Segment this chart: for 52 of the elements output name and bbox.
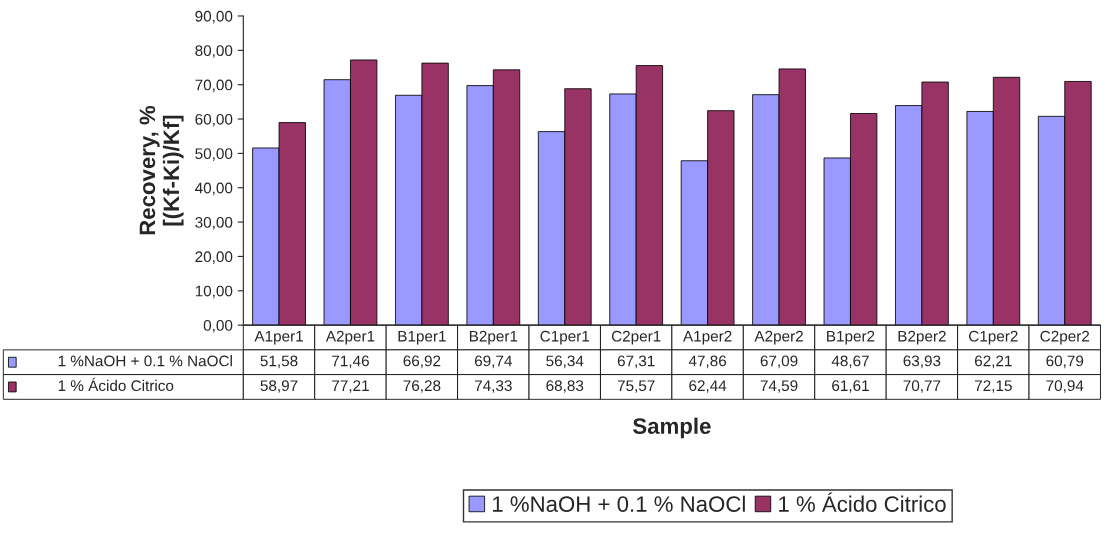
y-axis-title: Recovery, % [(Kf-Ki)/Kf] [139,105,184,235]
data-label: 72,15 [975,380,1012,393]
y-tick-label: 0,00 [203,320,233,333]
data-label: 62,44 [689,380,727,393]
data-label: 74,33 [474,380,512,393]
data-label: 62,21 [974,355,1012,369]
y-tick-label: 90,00 [195,10,233,24]
data-label: 60,79 [1046,355,1084,369]
data-label: 70,77 [903,380,941,393]
legend-label: 1 % Ácido Citrico [779,492,946,512]
data-label: 47,86 [688,355,727,369]
x-tick-label: A2per2 [754,330,803,345]
x-tick-label: B2per2 [898,330,946,345]
data-label: 70,94 [1046,380,1084,393]
data-label: 48,67 [831,355,869,369]
data-label: 51,58 [260,355,298,369]
text: 1 % Ácido Citrico [58,377,174,392]
data-label: 69,74 [474,355,512,369]
x-tick-label: B2per1 [469,330,518,345]
data-label: 67,09 [760,355,798,369]
x-axis-title: Sample [633,417,711,439]
y-tick-label: 40,00 [195,182,233,196]
data-label: 61,61 [832,380,869,393]
x-tick-label: B1per1 [398,330,446,345]
x-tick-label: A1per2 [683,330,732,345]
x-tick-label: B1per2 [827,330,875,345]
y-tick-label: 60,00 [195,113,233,127]
text: 1 %NaOH + 0.1 % NaOCl [58,355,232,367]
y-tick-label: 10,00 [195,285,233,299]
data-label: 76,28 [403,380,441,393]
data-label: 71,46 [332,355,369,369]
data-label: 67,31 [617,355,655,369]
data-label: 58,97 [260,380,298,393]
y-tick-label: 80,00 [195,45,233,58]
x-tick-label: C1per2 [969,330,1018,345]
data-label: 68,83 [546,380,584,393]
data-label: 66,92 [403,355,441,369]
y-tick-label: 50,00 [195,148,233,161]
data-label: 75,57 [617,380,655,393]
x-tick-label: C1per1 [540,330,590,345]
data-label: 77,21 [332,380,369,393]
x-tick-label: C2per1 [611,330,661,345]
x-tick-label: C2per2 [1040,330,1090,345]
data-label: 63,93 [903,355,941,369]
data-label: 74,59 [760,380,798,393]
y-tick-label: 70,00 [195,79,233,93]
data-label: 56,34 [546,355,584,369]
y-tick-label: 20,00 [195,251,233,264]
x-tick-label: A1per1 [254,330,303,345]
y-tick-label: 30,00 [195,216,233,230]
x-tick-label: A2per1 [325,330,375,345]
legend-label: 1 %NaOH + 0.1 % NaOCl [492,495,745,512]
